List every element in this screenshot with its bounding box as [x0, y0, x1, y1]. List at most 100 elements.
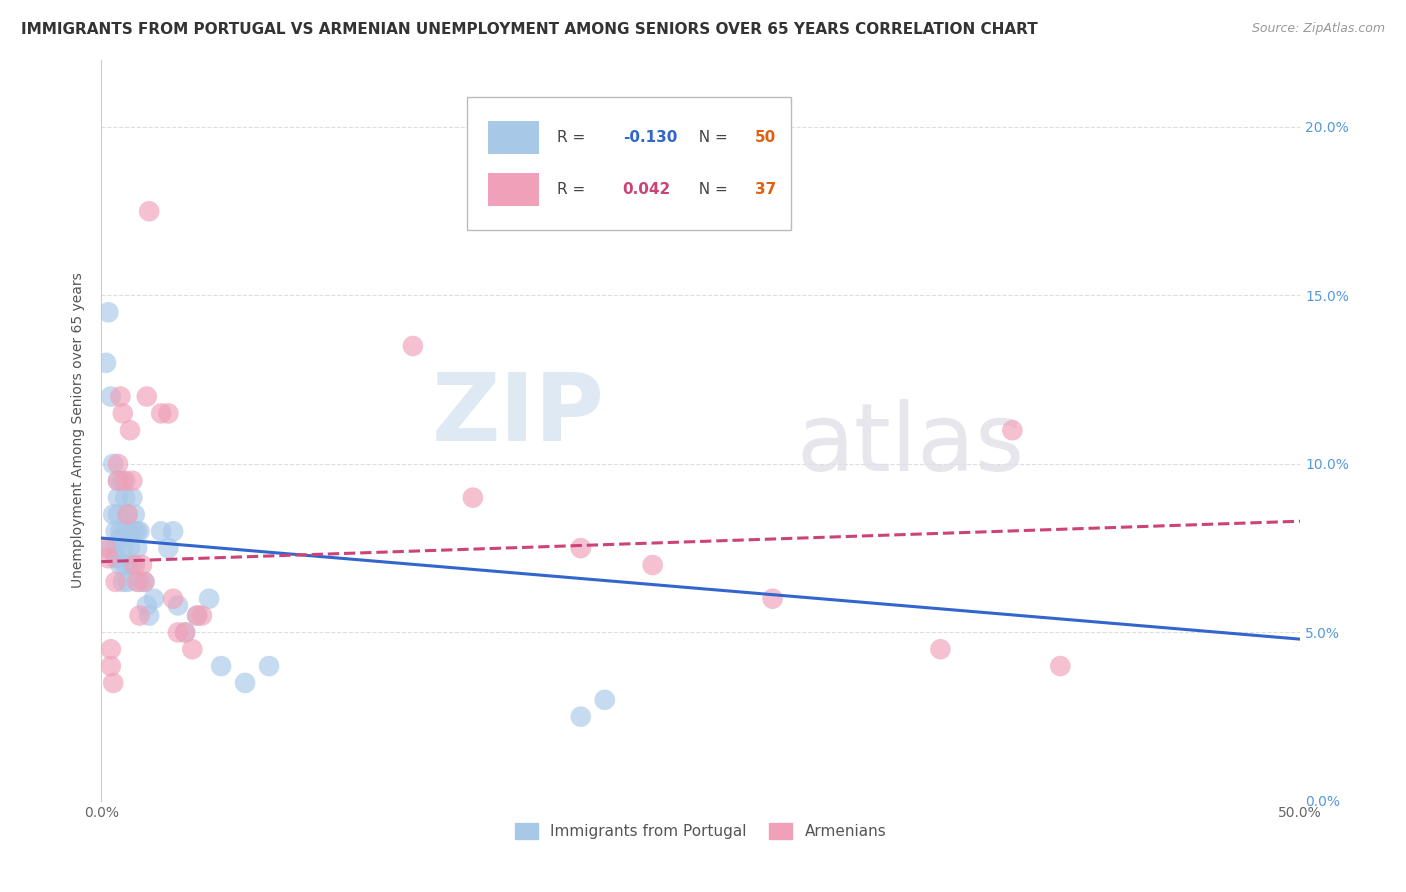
- Point: [198, 591, 221, 606]
- Point: [1049, 659, 1071, 673]
- Point: [167, 625, 190, 640]
- Point: [117, 508, 139, 522]
- Point: [150, 524, 173, 539]
- Point: [100, 642, 122, 657]
- Point: [569, 541, 592, 556]
- Point: [209, 659, 232, 673]
- Point: [929, 642, 952, 657]
- Point: [128, 608, 150, 623]
- Text: 0.042: 0.042: [623, 182, 671, 197]
- Bar: [488, 121, 538, 153]
- Point: [150, 406, 173, 420]
- Point: [167, 599, 190, 613]
- Text: R =: R =: [557, 182, 591, 197]
- Point: [103, 457, 125, 471]
- Point: [111, 574, 134, 589]
- Point: [100, 390, 122, 404]
- Point: [761, 591, 783, 606]
- Point: [103, 676, 125, 690]
- Text: -0.130: -0.130: [623, 130, 678, 145]
- Text: atlas: atlas: [797, 399, 1025, 491]
- Point: [111, 474, 134, 488]
- Point: [134, 574, 156, 589]
- Point: [117, 508, 139, 522]
- Point: [114, 524, 136, 539]
- Point: [569, 709, 592, 723]
- Point: [111, 541, 134, 556]
- Point: [107, 508, 129, 522]
- Point: [114, 558, 136, 572]
- Text: N =: N =: [689, 182, 733, 197]
- Point: [131, 558, 153, 572]
- Point: [104, 524, 127, 539]
- Point: [121, 491, 143, 505]
- Point: [107, 474, 129, 488]
- Text: N =: N =: [689, 130, 733, 145]
- Point: [233, 676, 256, 690]
- Point: [94, 541, 117, 556]
- Point: [103, 508, 125, 522]
- Point: [107, 457, 129, 471]
- Point: [157, 541, 180, 556]
- Y-axis label: Unemployment Among Seniors over 65 years: Unemployment Among Seniors over 65 years: [72, 272, 86, 588]
- Point: [104, 551, 127, 566]
- Point: [107, 491, 129, 505]
- Point: [174, 625, 197, 640]
- Point: [128, 574, 150, 589]
- Point: [138, 608, 160, 623]
- Point: [114, 474, 136, 488]
- Point: [118, 541, 141, 556]
- FancyBboxPatch shape: [467, 96, 790, 230]
- Point: [162, 591, 184, 606]
- Point: [138, 204, 160, 219]
- Point: [124, 524, 146, 539]
- Point: [593, 693, 616, 707]
- Point: [186, 608, 208, 623]
- Point: [157, 406, 180, 420]
- Point: [402, 339, 425, 353]
- Point: [191, 608, 214, 623]
- Point: [104, 574, 127, 589]
- Point: [162, 524, 184, 539]
- Point: [181, 642, 204, 657]
- Point: [104, 541, 127, 556]
- Text: ZIP: ZIP: [432, 369, 605, 461]
- Point: [110, 558, 132, 572]
- Text: 50: 50: [755, 130, 776, 145]
- Point: [143, 591, 166, 606]
- Point: [121, 558, 143, 572]
- Point: [117, 574, 139, 589]
- Point: [127, 574, 149, 589]
- Point: [114, 491, 136, 505]
- Bar: [488, 173, 538, 206]
- Point: [100, 541, 122, 556]
- Point: [257, 659, 280, 673]
- Point: [111, 406, 134, 420]
- Point: [97, 551, 120, 566]
- Point: [110, 524, 132, 539]
- Point: [641, 558, 664, 572]
- Point: [1001, 423, 1024, 437]
- Point: [110, 531, 132, 545]
- Point: [110, 390, 132, 404]
- Point: [107, 474, 129, 488]
- Point: [127, 541, 149, 556]
- Point: [117, 558, 139, 572]
- Text: R =: R =: [557, 130, 591, 145]
- Point: [97, 305, 120, 319]
- Point: [118, 524, 141, 539]
- Legend: Immigrants from Portugal, Armenians: Immigrants from Portugal, Armenians: [509, 817, 893, 845]
- Point: [127, 524, 149, 539]
- Point: [128, 524, 150, 539]
- Point: [118, 423, 141, 437]
- Point: [94, 356, 117, 370]
- Text: 37: 37: [755, 182, 776, 197]
- Text: IMMIGRANTS FROM PORTUGAL VS ARMENIAN UNEMPLOYMENT AMONG SENIORS OVER 65 YEARS CO: IMMIGRANTS FROM PORTUGAL VS ARMENIAN UNE…: [21, 22, 1038, 37]
- Point: [461, 491, 484, 505]
- Point: [135, 390, 157, 404]
- Point: [124, 558, 146, 572]
- Point: [135, 599, 157, 613]
- Point: [186, 608, 208, 623]
- Point: [174, 625, 197, 640]
- Point: [121, 474, 143, 488]
